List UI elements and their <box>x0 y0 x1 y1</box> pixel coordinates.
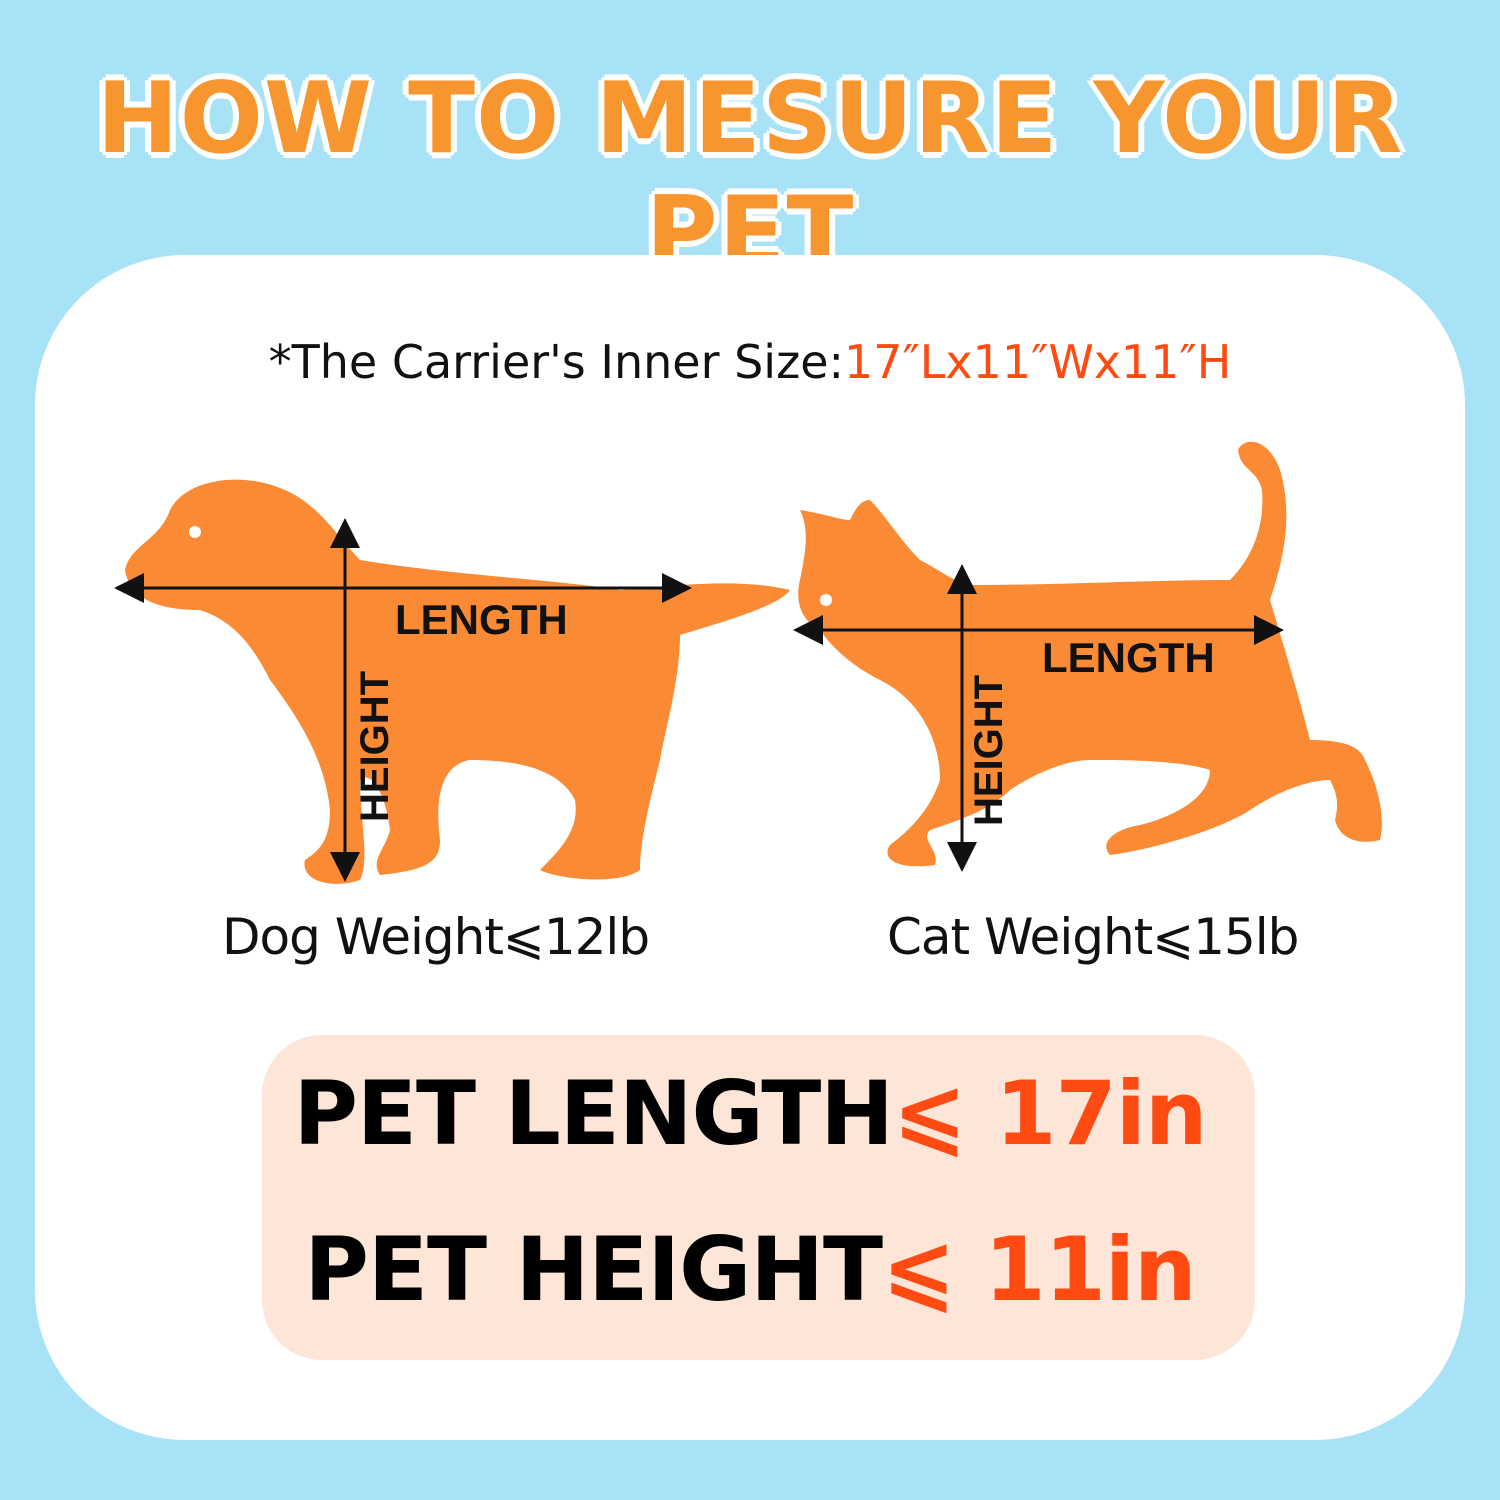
dog-length-label: LENGTH <box>395 596 568 643</box>
pet-length-value: ⩽ 17in <box>892 1062 1208 1165</box>
pet-length-limit: PET LENGTH⩽ 17in <box>0 1062 1500 1165</box>
pet-height-label: PET HEIGHT <box>304 1218 883 1321</box>
cat-silhouette <box>798 441 1382 867</box>
pet-height-limit: PET HEIGHT⩽ 11in <box>0 1218 1500 1321</box>
pet-length-label: PET LENGTH <box>293 1062 893 1165</box>
pet-height-value: ⩽ 11in <box>882 1218 1197 1321</box>
dog-height-label: HEIGHT <box>353 671 397 822</box>
page-title: HOW TO MESURE YOUR PET <box>96 62 1404 290</box>
inner-size-value: 17″Lx11″Wx11″H <box>844 335 1232 389</box>
size-limits-box <box>262 1035 1255 1360</box>
cat-length-label: LENGTH <box>1042 634 1215 681</box>
dog-weight-limit: Dog Weight⩽12lb <box>222 908 650 966</box>
inner-size-label: *The Carrier's Inner Size: <box>268 335 845 389</box>
carrier-inner-size: *The Carrier's Inner Size:17″Lx11″Wx11″H <box>0 335 1500 389</box>
cat-weight-limit: Cat Weight⩽15lb <box>887 908 1299 966</box>
cat-height-label: HEIGHT <box>967 675 1011 826</box>
dog-silhouette <box>125 479 790 884</box>
